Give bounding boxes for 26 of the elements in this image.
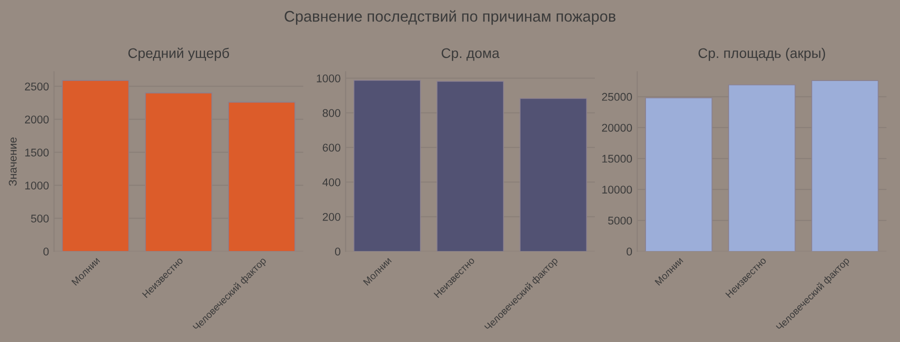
bar bbox=[645, 97, 712, 252]
text: Сравнение последствий по причинам пожаров bbox=[284, 10, 616, 25]
bar bbox=[728, 84, 796, 252]
y-tick-label: 0 bbox=[335, 248, 340, 256]
y-tick-label: 800 bbox=[322, 109, 340, 117]
y-tick-label: 1500 bbox=[25, 148, 49, 156]
y-tick-label: 1000 bbox=[25, 182, 49, 190]
chart-title: Средний ущерб bbox=[128, 48, 230, 61]
chart-title: Ср. дома bbox=[442, 48, 500, 61]
y-tick-label: 1000 bbox=[316, 74, 340, 82]
y-tick-label: 0 bbox=[43, 248, 49, 256]
y-tick-label: 200 bbox=[322, 213, 340, 221]
y-tick-label: 0 bbox=[626, 248, 632, 256]
y-tick-label: 600 bbox=[322, 144, 340, 152]
y-tick-label: 5000 bbox=[608, 216, 632, 225]
y-tick-label: 500 bbox=[31, 214, 49, 222]
y-tick-label: 400 bbox=[322, 178, 340, 186]
y-tick-label: 25000 bbox=[602, 92, 632, 101]
y-tick-label: 20000 bbox=[602, 124, 632, 132]
bar bbox=[811, 80, 879, 252]
chart-title: Ср. площадь (акры) bbox=[698, 48, 826, 61]
y-tick-label: 2500 bbox=[24, 82, 49, 90]
y-tick-label: 2000 bbox=[24, 116, 49, 124]
y-axis-title: Значение bbox=[8, 137, 17, 186]
y-tick-label: 10000 bbox=[602, 186, 632, 194]
y-tick-label: 15000 bbox=[602, 154, 632, 163]
